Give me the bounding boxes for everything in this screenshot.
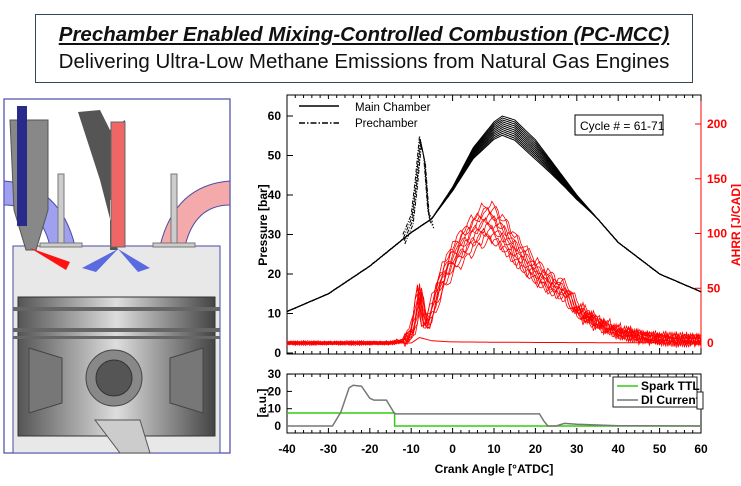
legend-prechamber-label: Prechamber: [355, 118, 418, 130]
y-tick-label: 0: [274, 346, 281, 360]
prechamber-pressure-line: [404, 145, 435, 245]
piston-ring: [13, 328, 220, 332]
x-tick-label: 10: [487, 442, 501, 456]
ahrr-line: [286, 227, 702, 347]
y-right-tick-label: 150: [707, 172, 727, 186]
ahrr-line: [286, 205, 702, 346]
y-axis-label-pressure: Pressure [bar]: [256, 184, 270, 265]
prechamber-pressure-line: [403, 138, 433, 238]
x-tick-label: -30: [320, 442, 338, 456]
ahrr-line: [286, 200, 702, 348]
legend-spark-label: Spark TTL: [641, 379, 700, 393]
y-tick-label: 10: [268, 307, 282, 321]
main-chamber-pressure-line: [286, 117, 702, 312]
fuel-spray: [82, 249, 150, 272]
y-right-tick-label: 200: [707, 117, 727, 131]
y-tick-label: 50: [268, 149, 282, 163]
legend-main-label: Main Chamber: [355, 102, 431, 114]
prechamber-pressure-line: [402, 135, 433, 235]
connecting-rod: [93, 419, 151, 454]
x-axis-label: Crank Angle [°ATDC]: [435, 462, 554, 476]
legend-di-label: DI Current: [641, 393, 700, 407]
x-tick-label: 60: [694, 442, 708, 456]
x-tick-label: 20: [529, 442, 543, 456]
ahrr-motored-line: [287, 336, 701, 344]
main-chamber-pressure-line: [286, 115, 702, 312]
y-axis-label-au: [a.u.]: [255, 389, 269, 418]
exhaust-valve-head: [152, 242, 196, 248]
y-right-tick-label: 0: [707, 336, 714, 350]
piston-ring: [13, 336, 220, 339]
x-tick-label: 40: [612, 442, 626, 456]
y-axis-label-ahrr: AHRR [J/CAD]: [729, 184, 741, 266]
y-tick-label-bottom: 0: [274, 419, 281, 433]
main-chamber-pressure-line: [286, 127, 702, 312]
piston-ring: [13, 307, 220, 311]
y-tick-label-bottom: 10: [268, 402, 282, 416]
main-chamber-pressure-line: [286, 130, 702, 312]
di-current-line: [287, 384, 702, 427]
title: Prechamber Enabled Mixing-Controlled Com…: [58, 23, 670, 46]
di-injector-needle: [110, 121, 126, 248]
y-tick-label: 20: [268, 267, 282, 281]
x-tick-label: -20: [361, 442, 379, 456]
ahrr-line: [286, 222, 702, 346]
legend-edge-box: [696, 391, 704, 410]
subtitle: Delivering Ultra-Low Methane Emissions f…: [58, 50, 670, 73]
title-box: Prechamber Enabled Mixing-Controlled Com…: [35, 14, 693, 83]
ahrr-line: [286, 206, 702, 348]
y-tick-label-bottom: 30: [268, 367, 282, 381]
y-tick-label-bottom: 20: [268, 384, 282, 398]
cycle-annotation-box: [574, 114, 664, 136]
x-tick-label: -40: [278, 442, 296, 456]
x-tick-label: -10: [403, 442, 421, 456]
x-tick-label: 0: [449, 442, 456, 456]
prechamber-jet: [30, 248, 70, 270]
spark-plug-body: [17, 106, 27, 226]
prechamber-pressure-line: [403, 141, 434, 241]
x-tick-label: 30: [570, 442, 584, 456]
ahrr-line: [286, 216, 702, 348]
main-chamber-pressure-line: [286, 132, 702, 312]
x-tick-label: 50: [653, 442, 667, 456]
bottom-legend-box: [612, 376, 698, 408]
legend-bg: [297, 99, 422, 129]
intake-valve-head: [39, 242, 83, 248]
cycle-annotation: Cycle # = 61-71: [580, 119, 665, 133]
y-right-tick-label: 100: [707, 227, 727, 241]
y-tick-label: 30: [268, 228, 282, 242]
wrist-pin-bore: [95, 359, 133, 397]
piston-pocket: [28, 347, 63, 414]
y-tick-label: 40: [268, 188, 282, 202]
piston-pocket: [169, 347, 204, 414]
y-right-tick-label: 50: [707, 281, 721, 295]
y-tick-label: 60: [268, 109, 282, 123]
spark-ttl-line: [287, 412, 701, 427]
main-chamber-pressure-line: [286, 134, 702, 312]
ahrr-line: [286, 215, 702, 347]
